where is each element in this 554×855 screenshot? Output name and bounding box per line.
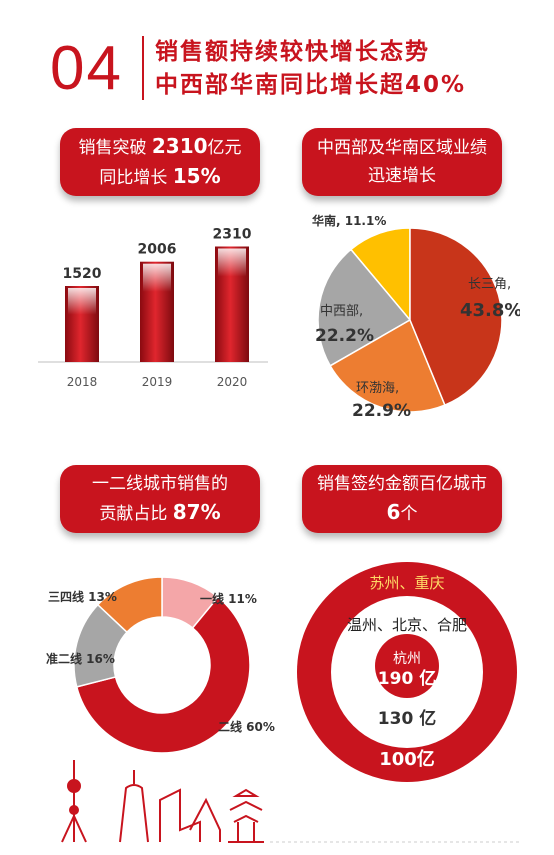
sales-value: 2310 [151, 134, 208, 158]
bar-value-label: 1520 [63, 266, 102, 282]
tier2-cities: 温州、北京、合肥 [347, 616, 467, 634]
x-tick-label: 2018 [67, 375, 98, 389]
donut-label-一线: 一线 11% [200, 591, 257, 606]
tier-value: 87% [172, 500, 221, 524]
region-callout: 中西部及华南区域业绩 迅速增长 [302, 128, 502, 196]
label-zhongxibu: 中西部, [320, 304, 363, 319]
section-number: 04 [50, 34, 123, 103]
donut-label-三四线: 三四线 13% [48, 589, 117, 604]
skyline-illustration [61, 760, 520, 843]
pct-changsanjiao: 43.8% [460, 300, 520, 321]
header-divider [142, 36, 144, 100]
tier2-amount: 130 亿 [378, 708, 436, 729]
donut-slice-三四线 [96, 576, 163, 634]
slice-中西部 [317, 248, 412, 367]
region-line-1: 中西部及华南区域业绩 [317, 138, 487, 158]
donut-slice-二线 [75, 596, 251, 754]
sales-prefix: 销售突破 [78, 138, 152, 158]
x-tick-label: 2020 [217, 375, 248, 389]
growth-value: 15% [172, 164, 221, 188]
tier-callout: 一二线城市销售的 贡献占比 87% [60, 465, 260, 533]
sales-bar-chart: 1520 2018 2006 2019 2310 2020 [38, 227, 268, 389]
sales-suffix: 亿元 [207, 138, 242, 158]
tier3-amount: 190 亿 [378, 668, 436, 689]
slice-环渤海 [329, 318, 446, 413]
region-pie-chart: 华南, 11.1% 长三角, 43.8% 中西部, 22.2% 环渤海, 22.… [312, 213, 520, 421]
region-line-2: 迅速增长 [368, 166, 436, 186]
pct-zhongxibu: 22.2% [315, 326, 374, 346]
x-tick-label: 2019 [142, 375, 173, 389]
donut-label-准二线: 准二线 16% [46, 651, 115, 666]
city-rings: 苏州、重庆 温州、北京、合肥 杭州 190 亿 130 亿 100亿 [297, 562, 517, 782]
tier-line-1: 一二线城市销售的 [92, 474, 228, 494]
tier1-cities: 苏州、重庆 [369, 574, 444, 592]
cities-callout: 销售签约金额百亿城市 6个 [302, 465, 502, 533]
slice-华南 [349, 227, 411, 323]
tier3-cities: 杭州 [393, 651, 421, 667]
tier-prefix: 贡献占比 [99, 504, 173, 524]
bar-shine [68, 288, 96, 315]
pct-huanbohai: 22.9% [352, 401, 411, 421]
label-changsanjiao: 长三角, [468, 277, 511, 292]
title-line-1: 销售额持续较快增长态势 [155, 39, 430, 65]
cities-suffix: 个 [400, 504, 418, 524]
bar-value-label: 2006 [138, 242, 177, 258]
sales-callout: 销售突破 2310亿元 同比增长 15% [60, 128, 260, 196]
slice-长三角 [409, 227, 503, 407]
donut-label-二线: 二线 60% [218, 719, 275, 734]
tier-donut-chart: 一线 11% 二线 60% 准二线 16% 三四线 13% [46, 576, 275, 754]
ring-inner [375, 634, 439, 698]
label-huanbohai: 环渤海, [356, 380, 399, 396]
title-line-2: 中西部华南同比增长超40% [155, 72, 467, 98]
cities-line-1: 销售签约金额百亿城市 [317, 474, 487, 494]
bar-shine [143, 263, 171, 292]
label-huanan: 华南, 11.1% [312, 213, 386, 228]
bar-shine [218, 248, 246, 277]
growth-prefix: 同比增长 [99, 168, 173, 188]
page-title: 销售额持续较快增长态势 中西部华南同比增长超40% [155, 36, 466, 102]
cities-count: 6 [386, 500, 401, 524]
bar-value-label: 2310 [213, 227, 252, 243]
tier1-amount: 100亿 [379, 748, 435, 770]
